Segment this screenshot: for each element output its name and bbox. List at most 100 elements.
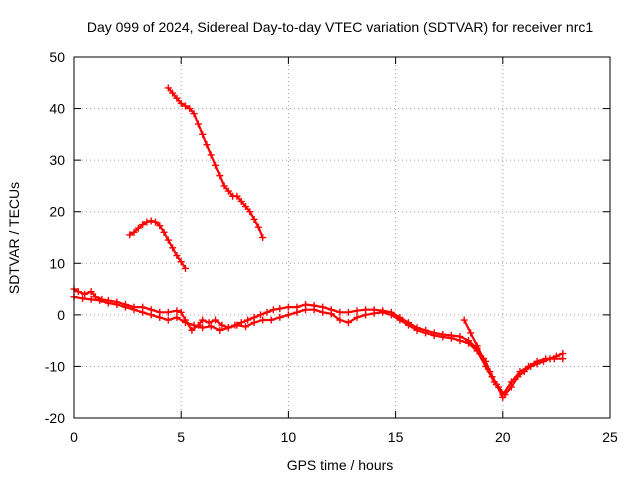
data-point bbox=[276, 313, 284, 321]
data-point bbox=[396, 316, 404, 324]
data-point bbox=[447, 334, 455, 342]
data-point bbox=[205, 319, 213, 327]
data-point bbox=[188, 326, 196, 334]
data-point bbox=[259, 234, 267, 241]
data-point bbox=[327, 310, 335, 318]
data-point bbox=[181, 264, 189, 272]
x-tick-label: 5 bbox=[177, 429, 185, 445]
data-point bbox=[284, 311, 292, 319]
data-point bbox=[147, 311, 155, 319]
data-point bbox=[199, 130, 207, 138]
data-point bbox=[207, 151, 215, 159]
data-point bbox=[439, 333, 447, 341]
chart-title: Day 099 of 2024, Sidereal Day-to-day VTE… bbox=[87, 19, 593, 35]
y-tick-label: -10 bbox=[45, 358, 65, 374]
data-point bbox=[164, 84, 172, 92]
data-point bbox=[413, 326, 421, 334]
data-point bbox=[310, 306, 318, 314]
data-point bbox=[181, 319, 189, 327]
data-point bbox=[160, 228, 168, 236]
data-point bbox=[199, 316, 207, 324]
data-point bbox=[242, 323, 250, 331]
data-point bbox=[104, 299, 112, 307]
data-point bbox=[79, 294, 87, 302]
data-point bbox=[156, 313, 164, 321]
data-point bbox=[404, 321, 412, 329]
data-point bbox=[422, 329, 430, 337]
data-point bbox=[121, 303, 129, 311]
data-point bbox=[259, 316, 267, 324]
data-point bbox=[336, 308, 344, 316]
data-point bbox=[139, 308, 147, 316]
data-point bbox=[254, 223, 262, 231]
data-point bbox=[467, 329, 475, 337]
data-point bbox=[186, 105, 194, 113]
data-point bbox=[207, 322, 215, 330]
data-point bbox=[257, 311, 265, 319]
data-point bbox=[250, 319, 258, 327]
data-point bbox=[492, 380, 500, 388]
data-point bbox=[194, 120, 202, 128]
data-point bbox=[516, 368, 524, 376]
y-tick-label: 20 bbox=[49, 204, 65, 220]
data-point bbox=[267, 316, 275, 324]
data-point bbox=[190, 321, 198, 329]
data-point bbox=[126, 231, 134, 239]
x-tick-label: 0 bbox=[70, 429, 78, 445]
data-point bbox=[224, 187, 232, 195]
data-point bbox=[96, 296, 104, 304]
data-point bbox=[379, 308, 387, 316]
series-main-lower bbox=[70, 293, 567, 399]
data-point bbox=[212, 161, 220, 169]
data-point bbox=[464, 339, 472, 347]
x-axis-label: GPS time / hours bbox=[287, 457, 394, 473]
data-point bbox=[486, 368, 494, 376]
data-point bbox=[177, 258, 185, 266]
data-point bbox=[430, 331, 438, 339]
data-point bbox=[559, 355, 567, 363]
data-point bbox=[456, 337, 464, 345]
data-point bbox=[344, 308, 352, 316]
y-tick-label: 0 bbox=[57, 307, 65, 323]
data-point bbox=[169, 89, 177, 97]
data-point bbox=[74, 288, 82, 296]
data-point bbox=[130, 306, 138, 314]
data-point bbox=[344, 319, 352, 327]
data-point bbox=[177, 99, 185, 107]
data-point bbox=[233, 192, 241, 200]
series-tail-18h bbox=[460, 316, 507, 401]
data-point bbox=[113, 301, 121, 309]
data-point bbox=[216, 172, 224, 180]
data-point bbox=[181, 102, 189, 110]
data-point bbox=[164, 236, 172, 244]
data-point bbox=[177, 308, 185, 316]
data-point bbox=[276, 305, 284, 313]
data-point bbox=[533, 357, 541, 365]
data-point bbox=[173, 313, 181, 321]
y-tick-label: 10 bbox=[49, 255, 65, 271]
tick-labels: 0 5 10 15 20 25 -20 -10 0 10 20 30 40 50 bbox=[45, 49, 618, 445]
data-point bbox=[130, 228, 138, 236]
data-point bbox=[164, 308, 172, 316]
data-point bbox=[293, 308, 301, 316]
ticks bbox=[73, 56, 611, 419]
data-point bbox=[336, 316, 344, 324]
data-point bbox=[269, 306, 277, 314]
data-point bbox=[147, 217, 155, 225]
data-point bbox=[190, 110, 198, 118]
data-point bbox=[263, 308, 271, 316]
y-tick-label: -20 bbox=[45, 410, 65, 426]
data-point bbox=[173, 252, 181, 260]
data-point bbox=[220, 182, 228, 190]
data-point bbox=[244, 316, 252, 324]
data-point bbox=[319, 308, 327, 316]
data-point bbox=[87, 295, 95, 303]
data-point bbox=[284, 303, 292, 311]
x-tick-label: 10 bbox=[281, 429, 297, 445]
data-point bbox=[151, 218, 159, 226]
data-point bbox=[81, 290, 89, 298]
data-point bbox=[216, 326, 224, 334]
data-point bbox=[199, 324, 207, 332]
data-point bbox=[473, 342, 481, 350]
data-point bbox=[370, 309, 378, 317]
